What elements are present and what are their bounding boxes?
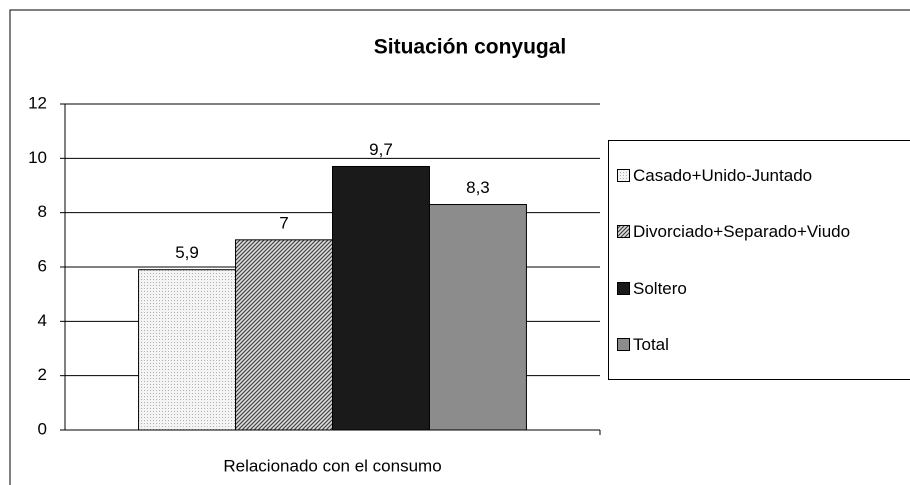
legend-label: Casado+Unido-Juntado [633,165,813,185]
legend-swatch [617,225,630,239]
value-label: 9,7 [369,140,393,159]
value-label: 7 [279,213,288,232]
y-tick-label: 0 [38,419,47,438]
bar [428,204,527,431]
value-label: 8,3 [466,178,490,197]
bar [138,269,237,431]
legend-entry: Total [617,335,910,354]
y-tick-label: 4 [38,311,47,330]
bar [235,239,333,431]
legend-entry: Casado+Unido-Juntado [617,166,910,185]
legend-label: Total [633,335,669,355]
legend-swatch [617,338,630,352]
legend-label: Soltero [633,278,687,298]
y-tick-label: 10 [28,148,47,167]
legend-swatch [617,168,630,182]
chart-border [9,9,910,485]
legend: Casado+Unido-Juntado Divorciado+Separado+… [608,140,910,380]
chart-title: Situación conyugal [374,36,567,59]
y-tick-label: 12 [28,93,47,112]
legend-swatch-box [617,225,630,239]
value-label: 5,9 [175,243,199,262]
legend-entry: Divorciado+Separado+Viudo [617,222,910,241]
legend-swatch [617,281,630,295]
y-tick-label: 6 [38,256,47,275]
x-tick-label: Relacionado con el consumo [223,456,441,475]
legend-swatch-box [617,338,630,352]
legend-label: Divorciado+Separado+Viudo [633,222,851,242]
legend-entry: Soltero [617,279,910,298]
legend-swatch-box [617,281,630,295]
y-tick-label: 2 [38,365,47,384]
bar [332,165,430,431]
legend-swatch-box [617,168,630,182]
y-tick-label: 8 [38,202,47,221]
